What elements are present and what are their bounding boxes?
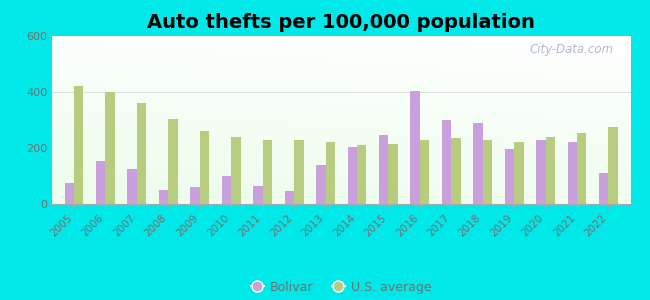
Bar: [127, 169, 137, 204]
Bar: [294, 140, 304, 204]
Bar: [505, 149, 514, 204]
Bar: [168, 118, 177, 204]
Bar: [577, 133, 586, 204]
Bar: [536, 140, 545, 204]
Bar: [231, 137, 240, 204]
Bar: [316, 165, 326, 204]
Bar: [200, 131, 209, 204]
Bar: [222, 176, 231, 204]
Title: Auto thefts per 100,000 population: Auto thefts per 100,000 population: [148, 13, 535, 32]
Bar: [348, 147, 357, 204]
Bar: [137, 103, 146, 204]
Bar: [608, 127, 618, 204]
Bar: [357, 145, 367, 204]
Bar: [451, 138, 461, 204]
Bar: [410, 91, 420, 204]
Bar: [285, 191, 294, 204]
Bar: [473, 123, 483, 204]
Bar: [599, 173, 608, 204]
Bar: [514, 142, 524, 204]
Bar: [159, 190, 168, 204]
Bar: [190, 187, 200, 204]
Bar: [105, 92, 115, 204]
Bar: [254, 186, 263, 204]
Bar: [483, 140, 492, 204]
Bar: [96, 160, 105, 204]
Bar: [64, 183, 74, 204]
Bar: [420, 140, 429, 204]
Legend: Bolivar, U.S. average: Bolivar, U.S. average: [246, 276, 436, 298]
Bar: [263, 140, 272, 204]
Bar: [74, 86, 83, 204]
Bar: [442, 120, 451, 204]
Text: City-Data.com: City-Data.com: [529, 43, 613, 56]
Bar: [389, 144, 398, 204]
Bar: [567, 142, 577, 204]
Bar: [326, 142, 335, 204]
Bar: [545, 137, 555, 204]
Bar: [379, 135, 389, 204]
